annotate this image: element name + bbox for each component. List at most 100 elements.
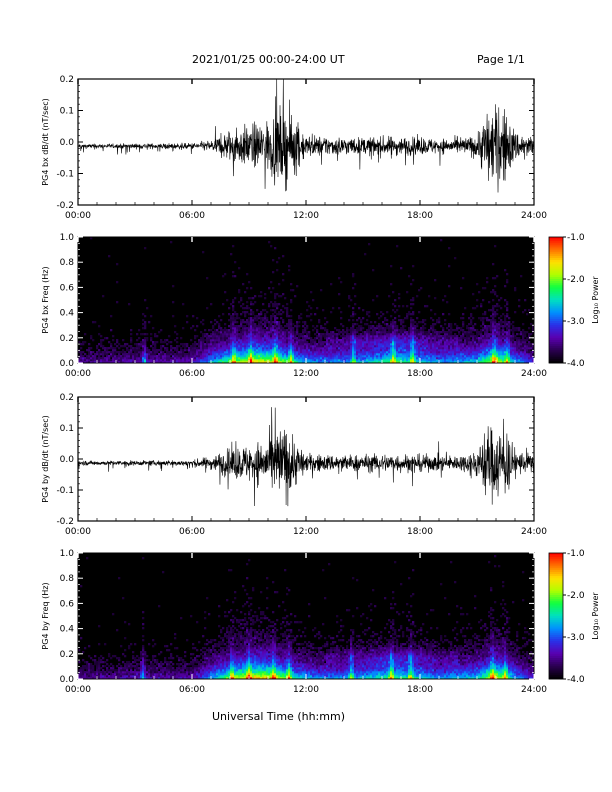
spectrogram-cell: [102, 673, 105, 676]
y-tick-label: -0.2: [56, 517, 74, 527]
spectrogram-cell: [500, 335, 503, 338]
spectrogram-cell: [314, 337, 317, 340]
spectrogram-cell: [526, 353, 529, 356]
spectrogram-cell: [220, 341, 223, 344]
spectrogram-cell: [274, 355, 277, 358]
spectrogram-cell: [410, 361, 413, 364]
spectrogram-cell: [400, 331, 403, 334]
spectrogram-cell: [492, 333, 495, 336]
spectrogram-cell: [378, 347, 381, 350]
spectrogram-cell: [162, 677, 165, 680]
spectrogram-cell: [274, 341, 277, 344]
spectrogram-cell: [142, 323, 145, 326]
spectrogram-cell: [366, 357, 369, 360]
spectrogram-cell: [484, 361, 487, 364]
spectrogram-cell: [302, 325, 305, 328]
spectrogram-cell: [126, 667, 129, 670]
spectrogram-cell: [508, 359, 511, 362]
spectrogram-cell: [458, 337, 461, 340]
spectrogram-cell: [282, 293, 285, 296]
spectrogram-cell: [524, 347, 527, 350]
spectrogram-cell: [138, 677, 141, 680]
spectrogram-cell: [516, 329, 519, 332]
spectrogram-cell: [174, 359, 177, 362]
spectrogram-cell: [430, 355, 433, 358]
spectrogram-cell: [504, 299, 507, 302]
spectrogram-cell: [522, 337, 525, 340]
spectrogram-cell: [184, 361, 187, 364]
spectrogram-cell: [98, 625, 101, 628]
colorbar-tick-label: -1.0: [567, 233, 585, 243]
spectrogram-cell: [408, 359, 411, 362]
spectrogram-cell: [170, 359, 173, 362]
spectrogram-cell: [284, 333, 287, 336]
spectrogram-cell: [302, 357, 305, 360]
spectrogram-cell: [390, 347, 393, 350]
spectrogram-cell: [120, 673, 123, 676]
spectrogram-cell: [282, 341, 285, 344]
spectrogram-cell: [158, 665, 161, 668]
spectrogram-cell: [308, 315, 311, 318]
spectrogram-cell: [86, 667, 89, 670]
spectrogram-cell: [362, 335, 365, 338]
spectrogram-cell: [398, 305, 401, 308]
spectrogram-cell: [152, 351, 155, 354]
spectrogram-cell: [110, 343, 113, 346]
spectrogram-cell: [376, 355, 379, 358]
spectrogram-cell: [442, 327, 445, 330]
spectrogram-cell: [280, 341, 283, 344]
spectrogram-cell: [506, 307, 509, 310]
spectrogram-cell: [274, 319, 277, 322]
spectrogram-cell: [388, 335, 391, 338]
spectrogram-cell: [492, 299, 495, 302]
colorbar-swatch: [549, 249, 563, 253]
spectrogram-cell: [246, 287, 249, 290]
spectrogram-cell: [246, 323, 249, 326]
spectrogram-cell: [504, 353, 507, 356]
spectrogram-cell: [130, 665, 133, 668]
spectrogram-cell: [142, 319, 145, 322]
spectrogram-cell: [406, 291, 409, 294]
spectrogram-cell: [262, 337, 265, 340]
spectrogram-cell: [112, 361, 115, 364]
spectrogram-cell: [374, 357, 377, 360]
spectrogram-cell: [368, 335, 371, 338]
spectrogram-cell: [384, 327, 387, 330]
spectrogram-cell: [188, 669, 191, 672]
spectrogram-cell: [152, 355, 155, 358]
spectrogram-cell: [384, 331, 387, 334]
spectrogram-cell: [166, 673, 169, 676]
spectrogram-cell: [254, 295, 257, 298]
spectrogram-cell: [170, 357, 173, 360]
spectrogram-cell: [130, 667, 133, 670]
spectrogram-cell: [278, 303, 281, 306]
spectrogram-cell: [464, 347, 467, 350]
spectrogram-cell: [140, 675, 143, 678]
spectrogram-cell: [188, 351, 191, 354]
spectrogram-cell: [426, 351, 429, 354]
spectrogram-cell: [114, 361, 117, 364]
spectrogram-cell: [486, 349, 489, 352]
spectrogram-cell: [122, 353, 125, 356]
spectrogram-cell: [380, 345, 383, 348]
spectrogram-cell: [494, 311, 497, 314]
spectrogram-cell: [186, 359, 189, 362]
spectrogram-cell: [392, 303, 395, 306]
spectrogram-cell: [190, 675, 193, 678]
spectrogram-cell: [260, 359, 263, 362]
spectrogram-cell: [444, 339, 447, 342]
spectrogram-cell: [440, 337, 443, 340]
spectrogram-cell: [100, 659, 103, 662]
spectrogram-cell: [356, 327, 359, 330]
spectrogram-cell: [330, 331, 333, 334]
spectrogram-cell: [232, 343, 235, 346]
spectrogram-cell: [376, 357, 379, 360]
spectrogram-cell: [242, 311, 245, 314]
spectrogram-cell: [504, 357, 507, 360]
spectrogram-cell: [480, 355, 483, 358]
spectrogram-cell: [308, 343, 311, 346]
spectrogram-cell: [182, 659, 185, 662]
spectrogram-cell: [416, 349, 419, 352]
spectrogram-cell: [142, 353, 145, 356]
spectrogram-cell: [142, 345, 145, 348]
